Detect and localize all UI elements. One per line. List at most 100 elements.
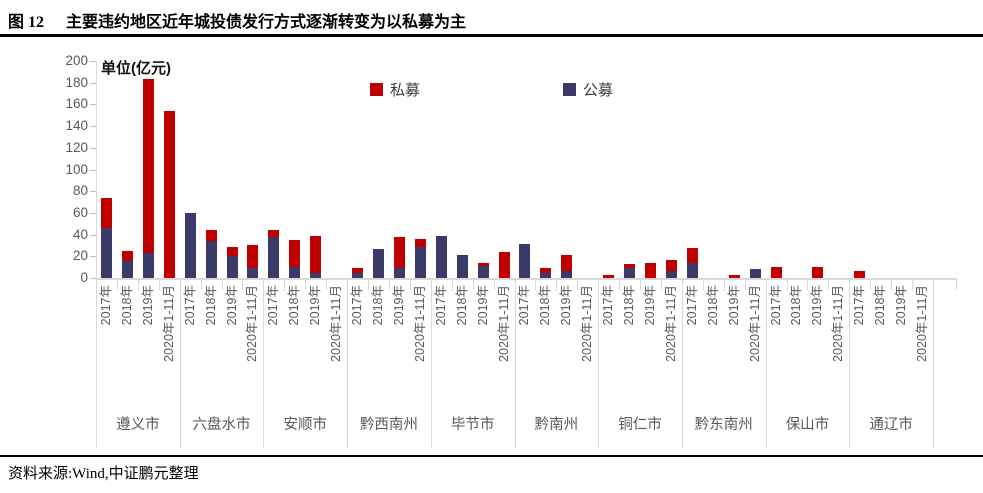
y-axis-tick bbox=[90, 278, 96, 279]
figure-title: 图 12 主要违约地区近年城投债发行方式逐渐转变为以私募为主 bbox=[8, 8, 466, 32]
y-axis-tick bbox=[90, 126, 96, 128]
group-label: 安顺市 bbox=[283, 417, 327, 433]
x-axis-tick bbox=[912, 278, 914, 290]
bar-segment-private bbox=[352, 268, 364, 273]
group-divider bbox=[347, 278, 349, 448]
x-axis-tick bbox=[807, 278, 809, 290]
bar-segment-public bbox=[665, 271, 677, 278]
legend-swatch-public bbox=[563, 82, 576, 96]
y-axis-tick bbox=[90, 104, 96, 106]
x-axis-tick bbox=[870, 278, 872, 290]
bar-segment-public bbox=[100, 228, 112, 278]
group-divider bbox=[598, 278, 600, 448]
x-tick-label: 2019年 bbox=[643, 285, 657, 326]
group-label: 毕节市 bbox=[450, 417, 495, 433]
x-axis-tick bbox=[451, 278, 453, 290]
group-label: 黔西南州 bbox=[359, 417, 418, 433]
x-axis-tick bbox=[956, 278, 957, 290]
x-tick-label: 2017年 bbox=[684, 285, 699, 326]
y-axis-tick bbox=[90, 169, 96, 171]
x-tick-label: 2018年 bbox=[538, 285, 553, 326]
group-divider bbox=[179, 278, 181, 448]
bar-segment-private bbox=[142, 79, 154, 254]
x-tick-label: 2017年 bbox=[350, 285, 365, 326]
bar-segment-private bbox=[414, 238, 426, 247]
x-tick-label: 2020年1-11月 bbox=[915, 285, 930, 362]
group-divider bbox=[430, 278, 432, 448]
bar-segment-public bbox=[749, 269, 761, 278]
x-tick-label: 2017年 bbox=[517, 285, 532, 326]
bar-segment-public bbox=[477, 266, 489, 278]
bar-segment-public bbox=[456, 255, 468, 278]
bar-segment-public bbox=[205, 241, 217, 278]
x-tick-label: 2020年1-11月 bbox=[663, 285, 678, 362]
group-divider bbox=[263, 278, 265, 448]
bar-segment-private bbox=[498, 251, 510, 278]
bar-segment-public bbox=[247, 268, 259, 278]
y-tick-label: 160 bbox=[65, 96, 88, 112]
bar-segment-public bbox=[268, 236, 280, 278]
x-tick-label: 2019年 bbox=[894, 285, 909, 326]
bar-segment-private bbox=[310, 235, 322, 273]
x-tick-label: 2020年1-11月 bbox=[161, 285, 176, 362]
x-axis-tick bbox=[200, 278, 202, 290]
y-axis-tick bbox=[90, 256, 96, 258]
bar-segment-public bbox=[310, 272, 322, 278]
x-axis-tick bbox=[472, 278, 474, 290]
bar-segment-private bbox=[163, 110, 175, 278]
x-tick-label: 2020年1-11月 bbox=[329, 285, 344, 362]
y-tick-label: 20 bbox=[72, 248, 88, 264]
y-tick-label: 100 bbox=[65, 161, 88, 177]
bar-segment-public bbox=[352, 272, 364, 278]
x-tick-label: 2017年 bbox=[98, 285, 113, 326]
group-label: 黔东南州 bbox=[694, 417, 753, 433]
x-axis-tick bbox=[493, 278, 495, 290]
y-tick-label: 40 bbox=[72, 226, 88, 242]
y-axis-tick bbox=[90, 212, 96, 214]
x-axis-tick bbox=[640, 278, 642, 290]
legend-label-public: 公募 bbox=[583, 81, 614, 99]
x-tick-label: 2017年 bbox=[768, 285, 783, 326]
x-axis-tick bbox=[368, 278, 370, 290]
y-tick-label: 120 bbox=[65, 139, 88, 155]
group-label: 保山市 bbox=[785, 417, 830, 433]
bar-segment-private bbox=[645, 262, 656, 278]
bar-segment-private bbox=[247, 245, 259, 269]
bar-segment-public bbox=[393, 268, 405, 278]
y-axis-line bbox=[96, 61, 97, 278]
x-tick-label: 2018年 bbox=[119, 285, 134, 326]
x-axis-tick bbox=[158, 278, 160, 290]
bar-segment-public bbox=[414, 246, 426, 278]
y-axis-tick bbox=[90, 147, 96, 149]
bar-segment-public bbox=[435, 235, 447, 278]
bar-segment-private bbox=[289, 240, 301, 268]
bar-segment-private bbox=[121, 250, 133, 261]
x-tick-label: 2019年 bbox=[391, 285, 406, 326]
x-tick-label: 2020年1-11月 bbox=[831, 285, 846, 362]
x-tick-label: 2020年1-11月 bbox=[747, 285, 762, 362]
bar-segment-private bbox=[540, 268, 552, 273]
stacked-bar-chart: 单位(亿元) 私募 公募 0 20 40 60 80 100 120 140 160 180 200 … bbox=[0, 53, 983, 455]
y-axis-tick bbox=[90, 234, 96, 236]
bar-segment-private bbox=[393, 236, 405, 269]
bar-segment-public bbox=[121, 260, 133, 278]
x-tick-label: 2018年 bbox=[705, 285, 720, 326]
bar-segment-public bbox=[561, 271, 573, 278]
x-tick-label: 2018年 bbox=[622, 285, 637, 326]
y-tick-label: 80 bbox=[72, 183, 88, 199]
y-tick-label: 60 bbox=[72, 204, 88, 220]
legend-swatch-private bbox=[370, 82, 383, 96]
bar-segment-private bbox=[854, 271, 866, 278]
bar-segment-private bbox=[665, 259, 677, 272]
bar-segment-private bbox=[728, 274, 740, 278]
x-tick-label: 2020年1-11月 bbox=[412, 285, 427, 362]
figure-title-text: 主要违约地区近年城投债发行方式逐渐转变为以私募为主 bbox=[66, 14, 467, 31]
bar-segment-private bbox=[477, 262, 489, 267]
bar-segment-public bbox=[686, 262, 698, 278]
bar-segment-public bbox=[519, 244, 531, 278]
x-axis-tick bbox=[305, 278, 307, 290]
x-tick-label: 2020年1-11月 bbox=[245, 285, 260, 362]
bar-segment-private bbox=[603, 274, 615, 278]
x-axis-tick bbox=[619, 278, 621, 290]
x-axis-tick bbox=[284, 278, 286, 290]
